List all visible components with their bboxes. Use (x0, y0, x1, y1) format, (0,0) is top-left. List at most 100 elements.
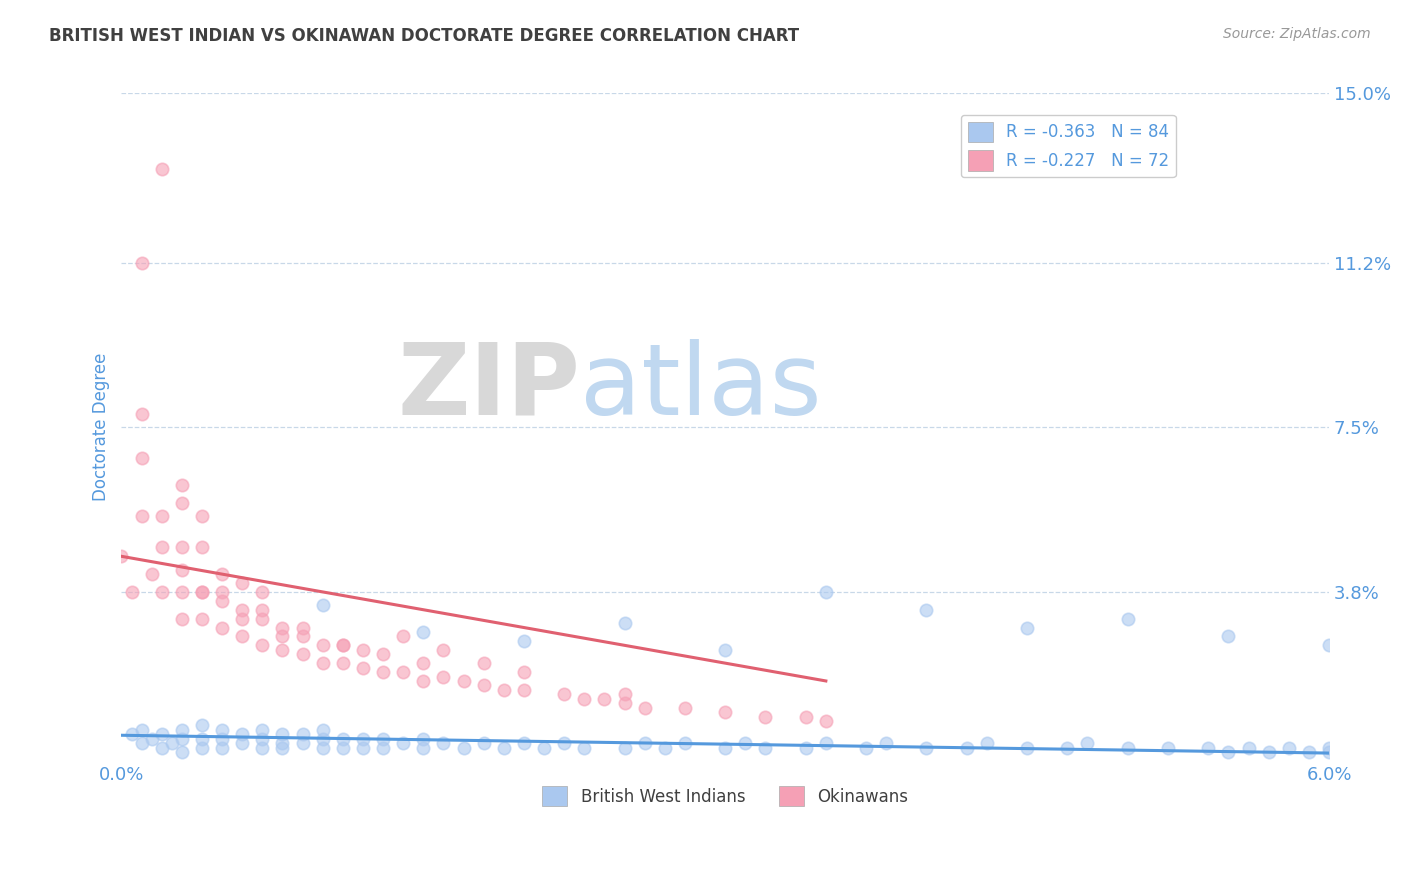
Point (291, 727, 314, 741)
Point (574, 691, 596, 706)
Point (412, 740, 434, 755)
Point (110, 549, 132, 564)
Point (492, 740, 515, 755)
Point (492, 682, 515, 697)
Y-axis label: Doctorate Degree: Doctorate Degree (93, 353, 110, 501)
Point (211, 621, 233, 635)
Point (170, 731, 193, 746)
Point (121, 585, 143, 599)
Point (673, 700, 696, 714)
Point (332, 731, 354, 746)
Point (332, 638, 354, 652)
Point (131, 407, 153, 421)
Text: atlas: atlas (581, 339, 823, 435)
Point (131, 509, 153, 524)
Point (252, 612, 274, 626)
Point (312, 731, 335, 746)
Point (533, 740, 555, 755)
Point (271, 629, 294, 643)
Point (654, 740, 676, 755)
Point (794, 709, 817, 723)
Point (211, 585, 233, 599)
Point (291, 647, 314, 661)
Point (392, 665, 415, 679)
Point (371, 665, 394, 679)
Point (1298, 745, 1320, 759)
Point (412, 656, 434, 670)
Point (1257, 745, 1279, 759)
Point (1278, 740, 1301, 755)
Point (875, 736, 897, 750)
Point (472, 678, 495, 692)
Point (412, 625, 434, 640)
Point (170, 723, 193, 737)
Point (855, 740, 877, 755)
Point (754, 709, 776, 723)
Point (231, 727, 253, 741)
Point (150, 162, 173, 177)
Point (513, 736, 536, 750)
Point (170, 496, 193, 510)
Point (170, 541, 193, 555)
Text: ZIP: ZIP (398, 339, 581, 435)
Point (1116, 740, 1139, 755)
Point (513, 633, 536, 648)
Point (252, 731, 274, 746)
Point (191, 740, 214, 755)
Point (191, 585, 214, 599)
Point (814, 585, 837, 599)
Point (271, 621, 294, 635)
Point (1116, 612, 1139, 626)
Point (211, 567, 233, 582)
Point (593, 691, 616, 706)
Point (191, 718, 214, 732)
Point (814, 714, 837, 728)
Point (794, 740, 817, 755)
Point (131, 723, 153, 737)
Point (673, 736, 696, 750)
Point (553, 736, 575, 750)
Point (1317, 638, 1340, 652)
Point (432, 642, 454, 657)
Point (1017, 621, 1039, 635)
Point (150, 509, 173, 524)
Point (1076, 736, 1098, 750)
Point (1197, 740, 1219, 755)
Point (141, 731, 163, 746)
Point (613, 687, 636, 701)
Point (352, 740, 374, 755)
Point (472, 736, 495, 750)
Point (392, 736, 415, 750)
Point (472, 656, 495, 670)
Point (271, 736, 294, 750)
Point (613, 616, 636, 631)
Point (634, 700, 657, 714)
Point (634, 736, 657, 750)
Point (170, 745, 193, 759)
Point (191, 731, 214, 746)
Point (150, 585, 173, 599)
Point (231, 603, 253, 617)
Point (513, 665, 536, 679)
Point (1237, 740, 1260, 755)
Point (513, 682, 536, 697)
Point (121, 727, 143, 741)
Legend: British West Indians, Okinawans: British West Indians, Okinawans (536, 780, 915, 813)
Point (231, 576, 253, 591)
Point (312, 599, 335, 613)
Point (312, 638, 335, 652)
Point (271, 642, 294, 657)
Point (754, 740, 776, 755)
Point (412, 731, 434, 746)
Point (170, 585, 193, 599)
Point (191, 585, 214, 599)
Point (141, 567, 163, 582)
Point (574, 740, 596, 755)
Point (553, 687, 575, 701)
Point (271, 727, 294, 741)
Point (392, 629, 415, 643)
Point (211, 731, 233, 746)
Point (371, 731, 394, 746)
Point (371, 647, 394, 661)
Point (291, 629, 314, 643)
